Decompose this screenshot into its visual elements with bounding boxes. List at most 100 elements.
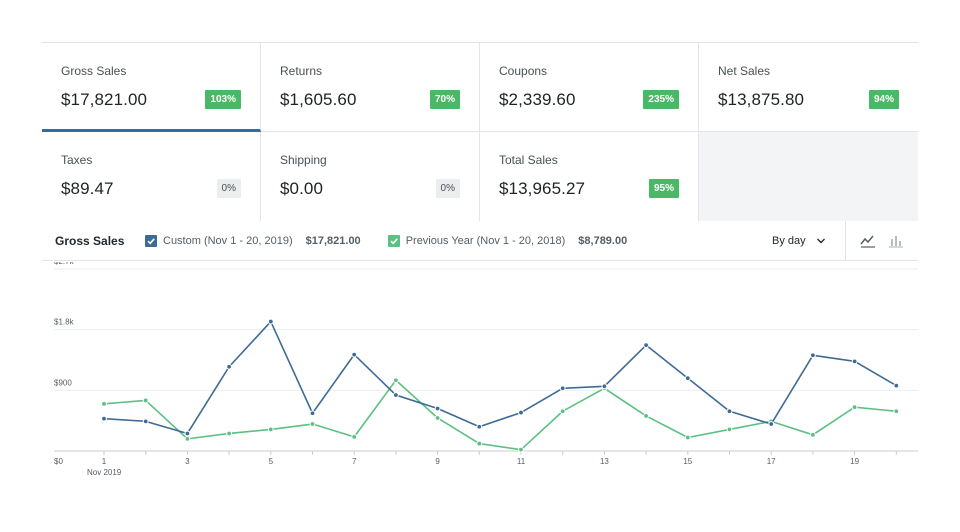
stat-label: Net Sales (718, 64, 771, 78)
y-tick-label: $0 (54, 457, 63, 466)
data-point[interactable] (643, 413, 649, 419)
data-point[interactable] (518, 446, 524, 453)
y-tick-label: $900 (54, 378, 72, 387)
data-point[interactable] (309, 421, 316, 427)
x-tick-label: 7 (352, 457, 357, 466)
stat-label: Coupons (499, 64, 548, 78)
data-point[interactable] (101, 400, 107, 407)
data-point[interactable] (810, 352, 816, 359)
stat-value: $17,821.00 (61, 90, 148, 109)
summary-stats: Gross Sales $17,821.00 103% Returns $1,6… (42, 42, 918, 221)
x-tick-label: 5 (269, 457, 274, 466)
line-chart-icon (860, 235, 875, 248)
data-point[interactable] (226, 363, 233, 370)
stat-label: Taxes (61, 153, 93, 167)
line-chart-button[interactable] (858, 231, 878, 251)
bar-chart-button[interactable] (886, 231, 906, 251)
legend-label: Custom (Nov 1 - 20, 2019) (163, 234, 293, 247)
stat-tile-returns[interactable]: Returns $1,605.60 70% (261, 43, 480, 132)
stat-label: Shipping (280, 153, 327, 167)
chevron-down-icon (816, 238, 825, 244)
data-point[interactable] (393, 377, 399, 384)
x-tick-label: 11 (517, 457, 526, 466)
stat-delta-badge: 0% (435, 179, 460, 198)
bar-chart-icon (889, 236, 903, 248)
gross-sales-chart: $0$900$1.8k$2.7k135791113151719Nov 2019 (42, 262, 918, 482)
stat-value: $2,339.60 (499, 90, 576, 109)
data-point[interactable] (684, 375, 691, 382)
data-point[interactable] (810, 431, 816, 438)
stat-delta-badge: 0% (216, 179, 241, 198)
data-point[interactable] (101, 415, 107, 422)
data-point[interactable] (184, 435, 191, 442)
stat-tile-taxes[interactable]: Taxes $89.47 0% (42, 132, 261, 221)
data-point[interactable] (643, 342, 649, 349)
data-point[interactable] (434, 415, 441, 421)
y-tick-label: $1.8k (54, 318, 75, 327)
data-point[interactable] (851, 404, 858, 411)
stat-tile-total-sales[interactable]: Total Sales $13,965.27 95% (480, 132, 699, 221)
stat-tile-coupons[interactable]: Coupons $2,339.60 235% (480, 43, 699, 132)
x-tick-label: 15 (683, 457, 692, 466)
data-point[interactable] (559, 385, 566, 392)
x-tick-label: 17 (767, 457, 776, 466)
legend-item-current[interactable]: Custom (Nov 1 - 20, 2019) $17,821.00 (145, 234, 361, 247)
legend-label: Previous Year (Nov 1 - 20, 2018) (405, 234, 566, 247)
data-point[interactable] (351, 351, 358, 358)
stat-label: Total Sales (499, 153, 558, 167)
stat-delta-badge: 94% (868, 90, 899, 109)
data-point[interactable] (226, 430, 233, 437)
stat-value: $0.00 (280, 179, 324, 198)
interval-select[interactable]: By day (772, 221, 826, 261)
x-tick-label: 13 (600, 457, 609, 466)
x-tick-label: 1 (102, 457, 107, 466)
legend-item-previous[interactable]: Previous Year (Nov 1 - 20, 2018) $8,789.… (387, 234, 628, 247)
stat-label: Returns (280, 64, 323, 78)
stat-tile-shipping[interactable]: Shipping $0.00 0% (261, 132, 480, 221)
legend-total: $8,789.00 (578, 234, 628, 247)
checkbox-checked-icon[interactable] (387, 234, 400, 247)
data-point[interactable] (893, 382, 900, 389)
interval-label: By day (772, 235, 806, 247)
data-point[interactable] (476, 423, 483, 430)
data-point[interactable] (684, 434, 691, 441)
data-point[interactable] (893, 408, 900, 415)
data-point[interactable] (768, 421, 775, 427)
stat-value: $13,965.27 (499, 179, 586, 198)
data-point[interactable] (476, 440, 483, 447)
data-point[interactable] (559, 408, 566, 415)
stat-tile-gross-sales[interactable]: Gross Sales $17,821.00 103% (42, 43, 261, 132)
data-point[interactable] (184, 430, 191, 437)
chart-header: Gross Sales Custom (Nov 1 - 20, 2019) $1… (42, 221, 918, 261)
data-point[interactable] (851, 358, 858, 365)
stat-value: $1,605.60 (280, 90, 357, 109)
line-chart: $0$900$1.8k$2.7k135791113151719Nov 2019 (54, 262, 918, 477)
data-point[interactable] (142, 397, 149, 404)
data-point[interactable] (267, 426, 274, 433)
x-axis-sub-label: Nov 2019 (87, 468, 122, 477)
data-point[interactable] (518, 409, 524, 416)
data-point[interactable] (726, 408, 733, 415)
stat-delta-badge: 235% (643, 90, 679, 109)
stat-delta-badge: 103% (205, 90, 241, 109)
stat-tile-net-sales[interactable]: Net Sales $13,875.80 94% (699, 43, 918, 132)
data-point[interactable] (601, 383, 608, 390)
stat-label: Gross Sales (61, 64, 127, 78)
stat-delta-badge: 95% (648, 179, 679, 198)
data-point[interactable] (434, 405, 441, 412)
data-point[interactable] (351, 433, 358, 440)
x-tick-label: 3 (185, 457, 190, 466)
data-point[interactable] (393, 392, 399, 398)
legend-total: $17,821.00 (305, 234, 361, 247)
data-point[interactable] (142, 418, 149, 425)
x-tick-label: 19 (850, 457, 859, 466)
chart-type-toggle (845, 221, 918, 261)
data-point[interactable] (267, 318, 274, 325)
stat-value: $89.47 (61, 179, 114, 198)
y-tick-label: $2.7k (54, 262, 75, 266)
stat-value: $13,875.80 (718, 90, 805, 109)
data-point[interactable] (309, 410, 316, 417)
data-point[interactable] (726, 426, 733, 433)
checkbox-checked-icon[interactable] (145, 234, 157, 247)
x-tick-label: 9 (435, 457, 440, 466)
